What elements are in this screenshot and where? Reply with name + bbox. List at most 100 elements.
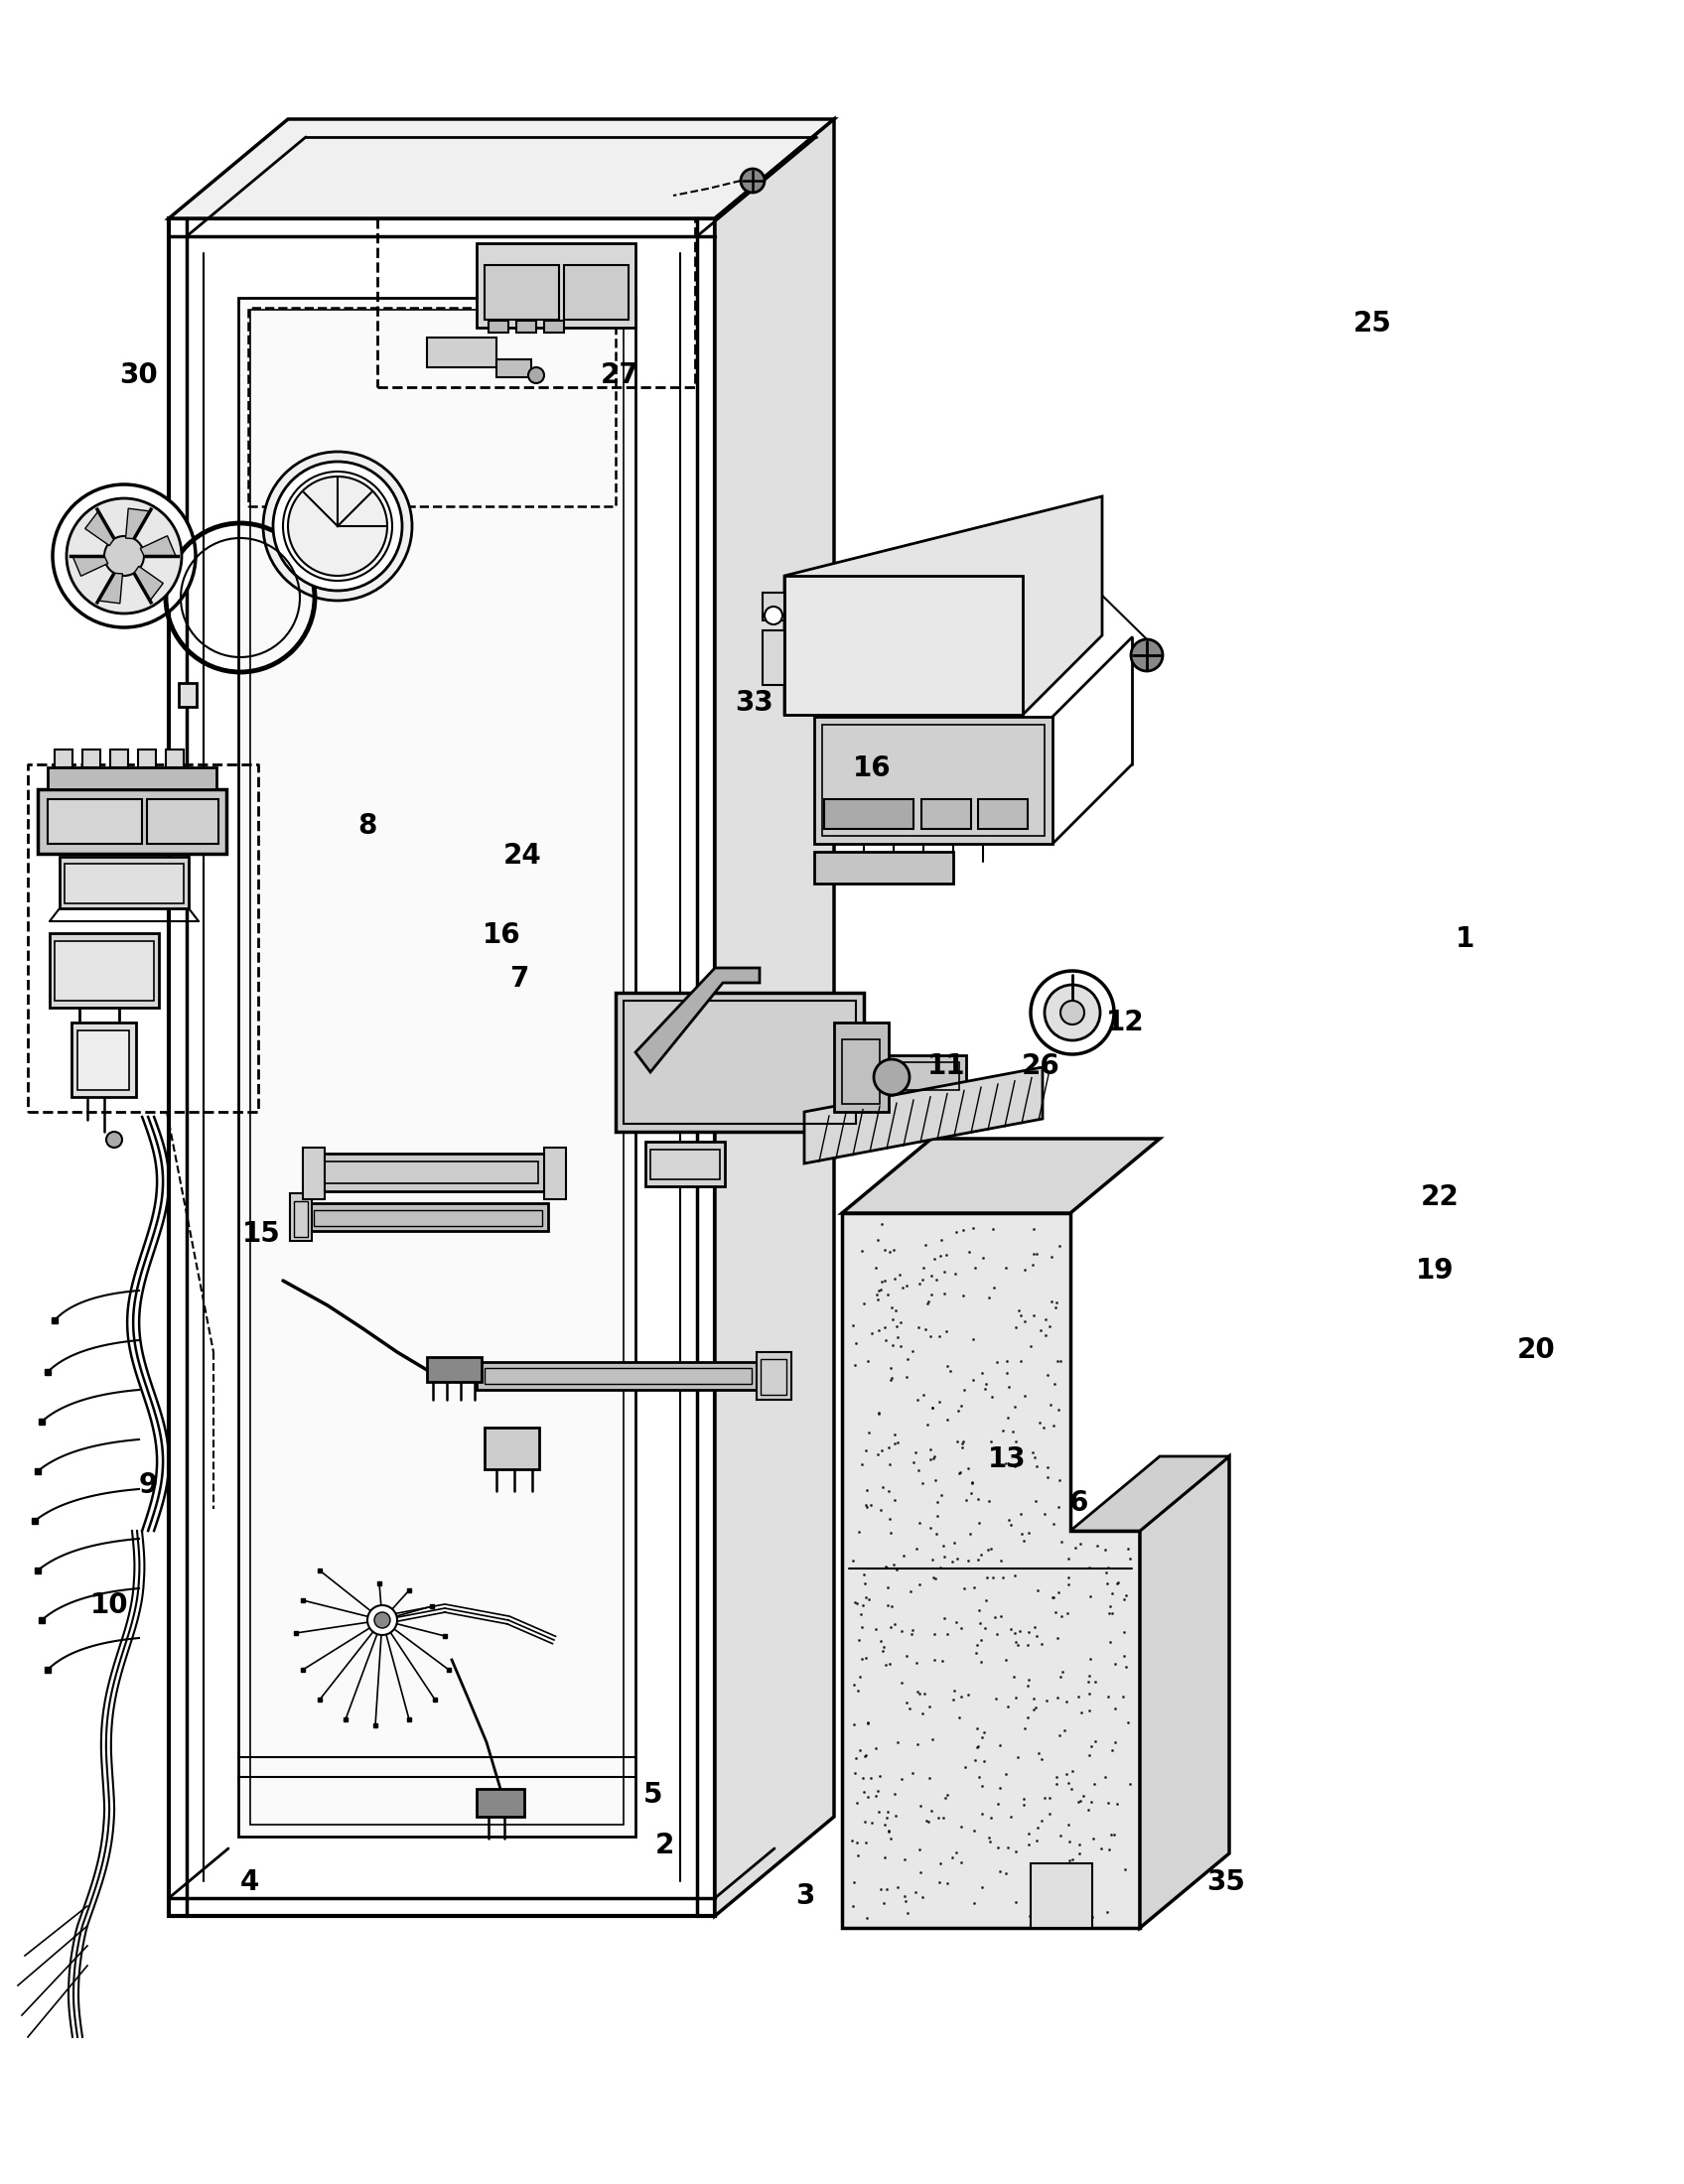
Circle shape [1044, 985, 1100, 1040]
Bar [165, 749, 184, 767]
Circle shape [288, 476, 387, 577]
Circle shape [741, 168, 765, 192]
Bar [251, 310, 623, 1824]
Bar [921, 799, 972, 830]
Bar [428, 339, 497, 367]
Polygon shape [126, 509, 150, 539]
Bar [147, 799, 219, 843]
Text: 7: 7 [509, 965, 529, 992]
Bar [317, 1162, 539, 1184]
Circle shape [874, 1059, 909, 1094]
Bar [290, 1192, 312, 1241]
Polygon shape [168, 218, 716, 1915]
Bar [544, 321, 564, 332]
Text: 20: 20 [1517, 1337, 1554, 1363]
Circle shape [529, 367, 544, 382]
Polygon shape [1071, 1457, 1229, 1531]
Text: 35: 35 [1207, 1870, 1244, 1896]
Bar [645, 1142, 724, 1186]
Bar [83, 749, 101, 767]
Bar [477, 1363, 759, 1389]
Bar [59, 856, 189, 909]
Bar [239, 297, 635, 1837]
Text: 16: 16 [854, 756, 891, 782]
Polygon shape [805, 1068, 1042, 1164]
Circle shape [273, 461, 402, 590]
Bar [978, 799, 1027, 830]
Text: 3: 3 [795, 1883, 815, 1909]
Bar [488, 321, 509, 332]
Polygon shape [842, 1138, 1160, 1212]
Text: 13: 13 [989, 1446, 1026, 1472]
Circle shape [765, 607, 783, 625]
Bar [308, 1153, 546, 1190]
Bar [756, 1352, 791, 1400]
Polygon shape [140, 535, 175, 557]
Bar [37, 788, 226, 854]
Bar [485, 264, 559, 319]
Bar [785, 577, 1022, 714]
Bar [623, 1000, 855, 1125]
Polygon shape [842, 1212, 1140, 1928]
Circle shape [283, 472, 392, 581]
Circle shape [106, 1131, 123, 1147]
Text: 19: 19 [1416, 1258, 1453, 1284]
Circle shape [67, 498, 182, 614]
Polygon shape [135, 566, 163, 601]
Bar [295, 1201, 308, 1236]
Circle shape [367, 1605, 397, 1636]
Text: 15: 15 [242, 1221, 280, 1247]
Text: 27: 27 [601, 363, 638, 389]
Bar [71, 1022, 136, 1096]
Bar [485, 1367, 751, 1385]
Text: 8: 8 [357, 812, 377, 839]
Text: 30: 30 [120, 363, 157, 389]
Circle shape [1031, 972, 1115, 1055]
Bar [47, 767, 217, 788]
Bar [64, 863, 184, 904]
Bar [887, 1061, 960, 1090]
Bar [54, 941, 153, 1000]
Bar [477, 1789, 524, 1817]
Bar [1031, 1863, 1093, 1928]
Bar [313, 1210, 542, 1225]
Text: 11: 11 [928, 1053, 965, 1079]
Bar [822, 725, 1044, 836]
Text: 10: 10 [91, 1592, 128, 1618]
Bar [428, 1356, 482, 1382]
Bar [763, 592, 785, 620]
Text: 2: 2 [655, 1832, 675, 1859]
Text: 16: 16 [483, 922, 520, 948]
Text: 33: 33 [736, 690, 773, 716]
Bar [842, 1040, 879, 1103]
Bar [834, 1022, 889, 1112]
Text: 22: 22 [1421, 1184, 1458, 1210]
Bar [813, 716, 1052, 843]
Polygon shape [716, 120, 834, 1915]
Bar [54, 749, 72, 767]
Polygon shape [98, 572, 123, 603]
Polygon shape [785, 496, 1101, 714]
Circle shape [104, 535, 143, 577]
Circle shape [52, 485, 195, 627]
Bar [308, 1203, 547, 1232]
Text: 4: 4 [239, 1870, 259, 1896]
Polygon shape [168, 120, 834, 218]
Polygon shape [635, 968, 759, 1072]
Bar [763, 631, 785, 686]
Bar [882, 1055, 967, 1096]
Bar [77, 1031, 130, 1090]
Circle shape [374, 1612, 391, 1627]
Bar [303, 1147, 325, 1199]
Circle shape [263, 452, 413, 601]
Bar [517, 321, 536, 332]
Bar [497, 360, 530, 378]
Polygon shape [1140, 1457, 1229, 1928]
Polygon shape [86, 511, 115, 546]
Bar [138, 749, 157, 767]
Bar [47, 799, 141, 843]
Bar [477, 242, 635, 328]
Bar [179, 684, 197, 708]
Text: 1: 1 [1455, 926, 1475, 952]
Bar [564, 264, 628, 319]
